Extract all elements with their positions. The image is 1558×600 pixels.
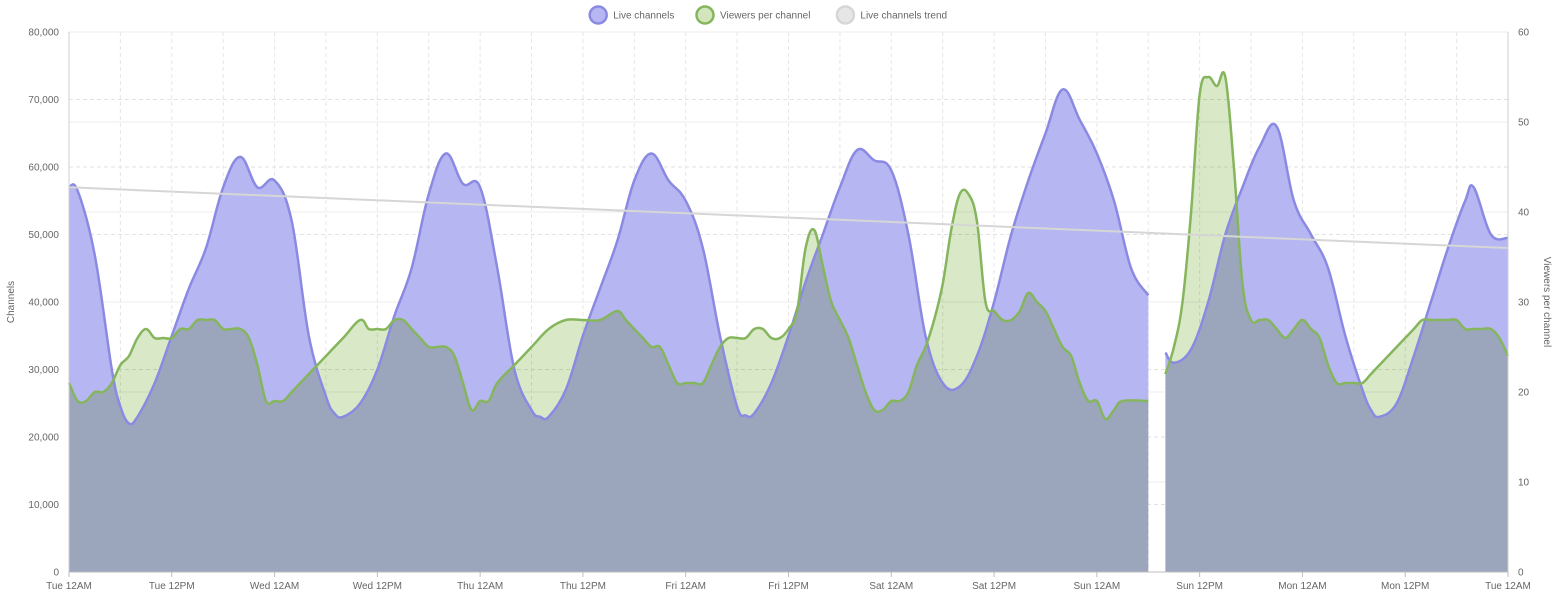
plot-areas <box>69 72 1508 572</box>
vpc-line <box>1164 70 1510 386</box>
x-tick-label: Thu 12PM <box>560 581 606 592</box>
x-tick-label: Wed 12AM <box>250 581 299 592</box>
x-tick-label: Fri 12PM <box>768 581 809 592</box>
legend-label: Live channels trend <box>860 11 947 22</box>
vpc-area <box>1165 72 1508 572</box>
live-line <box>67 88 1150 426</box>
legend-marker <box>835 5 856 25</box>
y-right-tick-label: 60 <box>1518 28 1530 39</box>
plot-lines <box>67 70 1510 426</box>
x-tick-label: Tue 12AM <box>46 581 92 592</box>
x-tick-label: Fri 12AM <box>665 581 706 592</box>
legend-label: Live channels <box>613 11 674 22</box>
y-left-tick-label: 60,000 <box>28 163 59 174</box>
legend-item-live[interactable]: Live channels <box>588 5 675 25</box>
x-tick-label: Thu 12AM <box>457 581 503 592</box>
x-tick-label: Sat 12AM <box>869 581 913 592</box>
y-left-tick-label: 30,000 <box>28 365 59 376</box>
y-left-tick-label: 80,000 <box>28 28 59 39</box>
y-right-axis-title: Viewers per channel <box>1541 257 1552 347</box>
legend-item-trend[interactable]: Live channels trend <box>835 5 947 25</box>
y-left-tick-label: 40,000 <box>28 298 59 309</box>
trend-line <box>68 186 1509 249</box>
y-right-tick-label: 0 <box>1518 568 1524 579</box>
y-left-tick-label: 10,000 <box>28 500 59 511</box>
x-tick-label: Wed 12PM <box>353 581 402 592</box>
y-right-tick-label: 40 <box>1518 208 1530 219</box>
legend-item-vpc[interactable]: Viewers per channel <box>695 5 811 25</box>
y-right-tick-label: 10 <box>1518 478 1530 489</box>
x-tick-label: Tue 12AM <box>1485 581 1531 592</box>
legend: Live channels Viewers per channel Live cha… <box>588 5 947 25</box>
live-line <box>1164 122 1509 419</box>
y-right-tick-label: 20 <box>1518 388 1530 399</box>
vpc-line <box>67 188 1149 421</box>
legend-marker <box>588 5 608 25</box>
legend-label: Viewers per channel <box>720 11 810 22</box>
axes: 0 10,000 20,000 30,000 40,000 50,000 60,000 70,… <box>6 28 1552 593</box>
x-tick-label: Sat 12PM <box>972 581 1016 592</box>
x-tick-label: Mon 12AM <box>1278 581 1326 592</box>
y-right-tick-label: 30 <box>1518 298 1530 309</box>
x-tick-label: Tue 12PM <box>149 581 195 592</box>
x-tick-label: Mon 12PM <box>1381 581 1429 592</box>
y-left-tick-label: 50,000 <box>28 230 59 241</box>
x-tick-label: Sun 12AM <box>1074 581 1121 592</box>
y-left-tick-label: 20,000 <box>28 433 59 444</box>
y-right-tick-label: 50 <box>1518 118 1530 129</box>
y-left-axis-title: Channels <box>6 281 17 323</box>
vpc-area <box>69 189 1149 572</box>
y-left-tick-label: 70,000 <box>28 95 59 106</box>
legend-marker <box>695 5 715 25</box>
x-tick-label: Sun 12PM <box>1176 581 1223 592</box>
y-left-tick-label: 0 <box>53 568 59 579</box>
